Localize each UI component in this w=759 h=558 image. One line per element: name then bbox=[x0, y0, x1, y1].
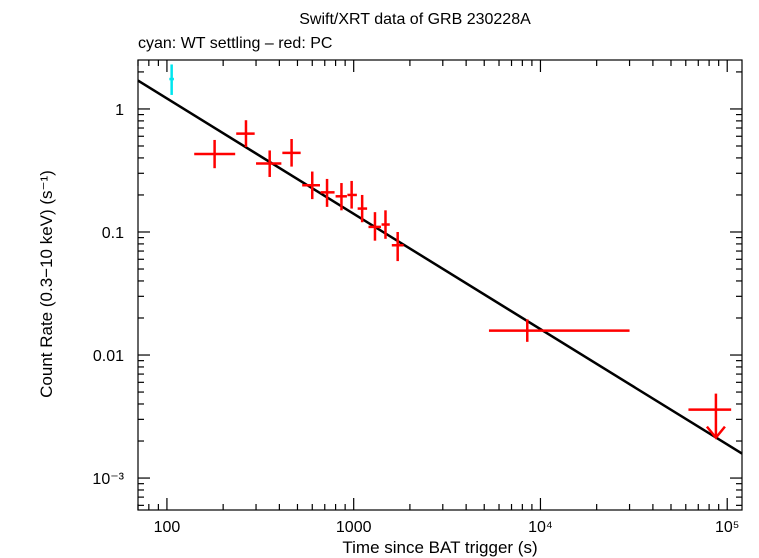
x-axis-label: Time since BAT trigger (s) bbox=[342, 538, 537, 557]
fit-line-group bbox=[137, 79, 743, 455]
pc-data-point bbox=[302, 171, 320, 200]
pc-data-point bbox=[236, 120, 255, 148]
pc-data-point bbox=[381, 210, 390, 239]
x-tick-label: 10⁵ bbox=[715, 519, 739, 536]
pc-data-point bbox=[320, 178, 335, 207]
chart-title: Swift/XRT data of GRB 230228A bbox=[299, 11, 531, 28]
y-tick-label: 0.1 bbox=[102, 225, 124, 242]
y-tick-label: 0.01 bbox=[93, 348, 124, 365]
pc-data-point bbox=[282, 138, 301, 167]
upper-limit-arrowhead bbox=[705, 425, 726, 440]
y-axis-label: Count Rate (0.3−10 keV) (s⁻¹) bbox=[37, 170, 56, 398]
pc-data-point bbox=[368, 212, 381, 241]
pc-data-point bbox=[194, 139, 236, 169]
pc-data-point bbox=[347, 180, 357, 209]
pc-data-point bbox=[256, 150, 282, 177]
y-tick-label: 1 bbox=[115, 102, 124, 119]
pc-data-point bbox=[391, 231, 404, 262]
axes-group: 100 1000 10⁴ 10⁵ 10⁻³ 0.01 0.1 1 bbox=[92, 59, 743, 536]
x-tick-label: 1000 bbox=[336, 519, 372, 536]
y-tick-label: 10⁻³ bbox=[92, 471, 124, 488]
pc-data-point bbox=[357, 194, 368, 223]
plot-frame bbox=[137, 59, 743, 511]
chart-subtitle: cyan: WT settling – red: PC bbox=[138, 35, 332, 52]
x-tick-label: 100 bbox=[154, 519, 181, 536]
data-points-group bbox=[169, 64, 732, 440]
fit-line bbox=[137, 79, 743, 455]
x-tick-label: 10⁴ bbox=[528, 519, 553, 536]
pc-data-point bbox=[488, 319, 630, 342]
upper-limit-marker bbox=[688, 393, 732, 440]
pc-data-point bbox=[335, 183, 347, 211]
wt-settling-data-point bbox=[169, 64, 174, 95]
